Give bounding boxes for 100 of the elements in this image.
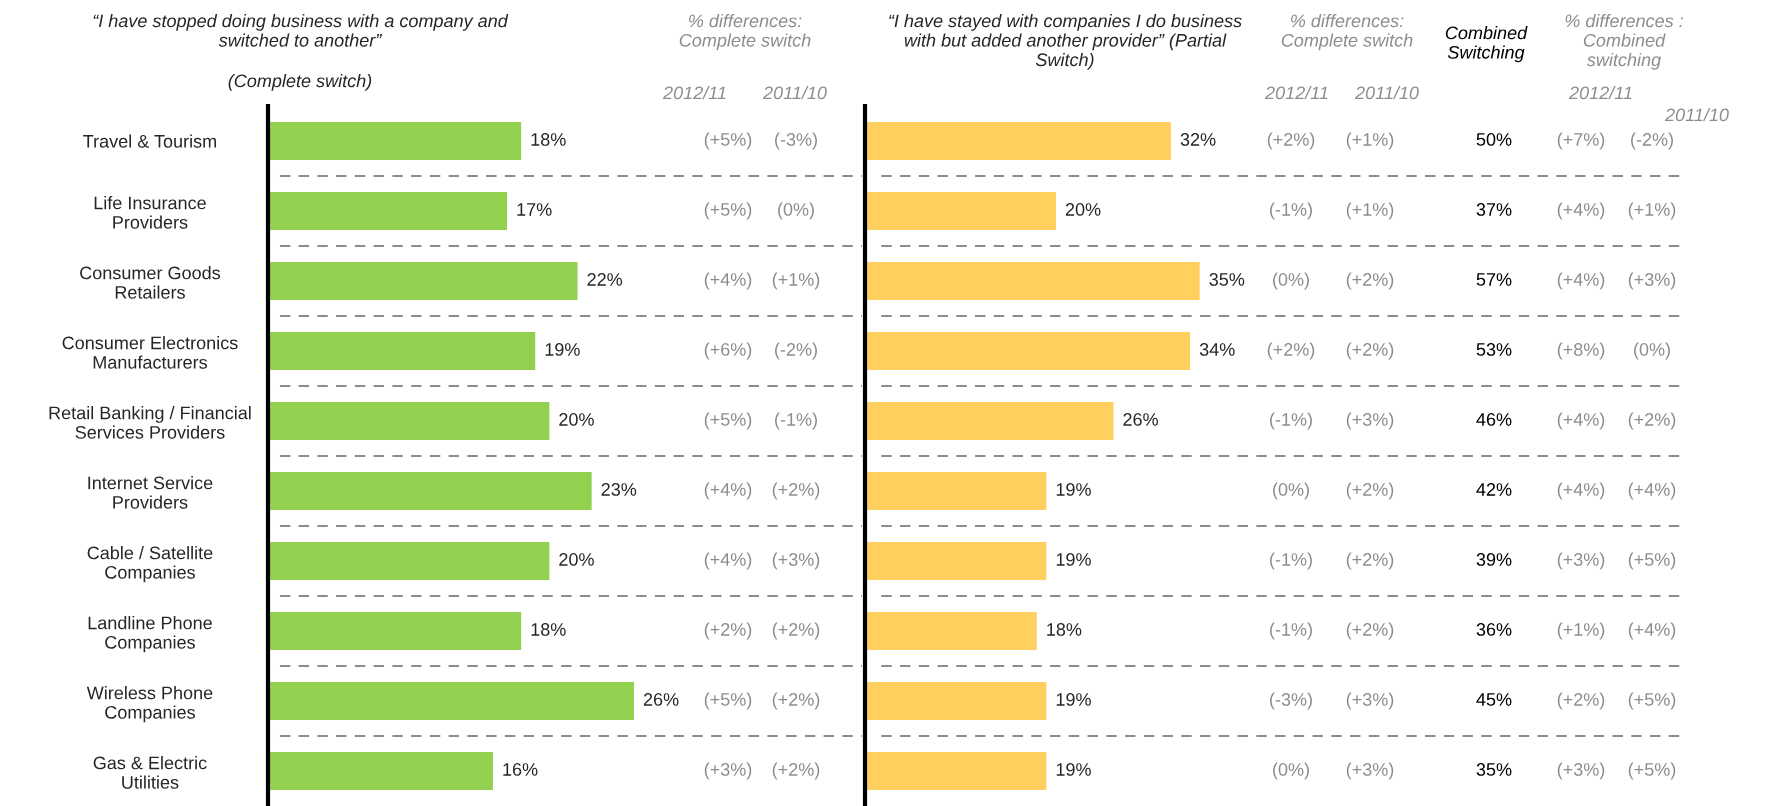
text: (+3%) [1346, 692, 1394, 710]
data-label: 18% [1047, 623, 1082, 636]
data-label: 19% [1056, 553, 1091, 566]
text: (0%) [1273, 762, 1309, 780]
data-label: 19% [545, 343, 580, 356]
y-tick-label: Cable / Satellite Companies [87, 546, 213, 583]
text: (+4%) [704, 552, 752, 570]
bar [268, 190, 509, 232]
text: (-1%) [1270, 202, 1312, 220]
text: (-1%) [1270, 552, 1312, 570]
text: (-3%) [1270, 692, 1312, 710]
text: (+5%) [1628, 692, 1676, 710]
y-tick-label: Wireless Phone Companies [86, 686, 213, 723]
text: (+5%) [704, 132, 752, 150]
bar [268, 400, 551, 442]
text: (+2%) [1557, 692, 1605, 710]
data-label: 23% [601, 483, 637, 496]
text: 37% [1476, 203, 1512, 216]
text: (+3%) [1346, 762, 1394, 780]
text: (+1%) [1346, 202, 1394, 220]
data-label: 20% [559, 553, 594, 566]
text: (+2%) [1346, 482, 1394, 500]
text: (-1%) [1270, 622, 1312, 640]
bar [865, 750, 1048, 792]
text: (-3%) [775, 132, 817, 150]
text: (+2%) [772, 692, 820, 710]
text: (+2%) [1267, 132, 1315, 150]
text: (+6%) [704, 342, 752, 360]
data-label: 19% [1056, 763, 1091, 776]
y-tick-label: Consumer Electronics Manufacturers [62, 336, 238, 369]
bar [268, 120, 523, 162]
text: (-2%) [1631, 132, 1673, 150]
text: (+2%) [1346, 272, 1394, 290]
text: (+3%) [1557, 552, 1605, 570]
text: (+5%) [1628, 552, 1676, 570]
bar [865, 330, 1192, 372]
text: (0%) [1634, 342, 1670, 360]
bar [865, 610, 1039, 652]
bar [865, 680, 1048, 722]
text: (+3%) [1628, 272, 1676, 290]
text: (+3%) [1346, 412, 1394, 430]
text: (+4%) [1557, 272, 1605, 290]
text: (+2%) [1346, 552, 1394, 570]
text: (+2%) [704, 622, 752, 640]
y-tick-label: Travel & Tourism [83, 134, 216, 148]
bar [268, 540, 551, 582]
text: 2012/11 [1264, 86, 1328, 100]
chart-title: “I have stayed with companies I do business with but added another provider” (Partial Switch) [889, 14, 1242, 70]
y-tick-label: Retail Banking / Financial Services Providers [49, 406, 251, 439]
text: (+2%) [1346, 622, 1394, 640]
text: (+2%) [772, 622, 820, 640]
text: (+4%) [704, 272, 752, 290]
text: 2011/10 [762, 86, 827, 100]
bar [268, 470, 594, 512]
text: (+4%) [1628, 622, 1676, 640]
text: 42% [1476, 483, 1512, 496]
data-label: 19% [1056, 693, 1091, 706]
text: (+4%) [1557, 202, 1605, 220]
data-label: 26% [1123, 413, 1158, 426]
text: (+3%) [704, 762, 752, 780]
text: 2011/10 [1664, 108, 1729, 122]
text: (-1%) [775, 412, 817, 430]
y-tick-label: Internet Service Providers [88, 476, 213, 509]
data-label: 26% [643, 693, 679, 706]
text: 53% [1476, 343, 1512, 356]
text: (-1%) [1270, 412, 1312, 430]
text: (+4%) [1557, 482, 1605, 500]
text: (+3%) [1557, 762, 1605, 780]
text: 39% [1476, 553, 1512, 566]
bar [865, 400, 1115, 442]
text: (+2%) [1628, 412, 1676, 430]
text: (+8%) [1557, 342, 1605, 360]
bar [268, 750, 495, 792]
text: % differences: Complete switch [1281, 14, 1413, 51]
text: (+1%) [1346, 132, 1394, 150]
text: (-2%) [775, 342, 817, 360]
text: 50% [1476, 133, 1512, 146]
text: (+7%) [1557, 132, 1605, 150]
bar [865, 260, 1202, 302]
text: 36% [1476, 623, 1512, 636]
y-tick-label: Life Insurance Providers [94, 196, 206, 229]
data-label: 32% [1180, 133, 1216, 146]
data-label: 22% [587, 273, 623, 286]
data-label: 20% [1065, 203, 1101, 216]
bar [865, 190, 1058, 232]
text: 45% [1476, 693, 1512, 706]
bar [268, 610, 523, 652]
text: (+2%) [772, 482, 820, 500]
text: (+4%) [1628, 482, 1676, 500]
y-tick-label: Landline Phone Companies [88, 616, 212, 653]
text: (+5%) [704, 412, 752, 430]
bar [268, 330, 537, 372]
text: 2012/11 [1568, 86, 1632, 100]
data-label: 35% [1209, 273, 1245, 286]
bar [268, 680, 636, 722]
bar [865, 540, 1048, 582]
text: (+1%) [1557, 622, 1605, 640]
text: (+2%) [772, 762, 820, 780]
text: (+5%) [1628, 762, 1676, 780]
bar [268, 260, 579, 302]
